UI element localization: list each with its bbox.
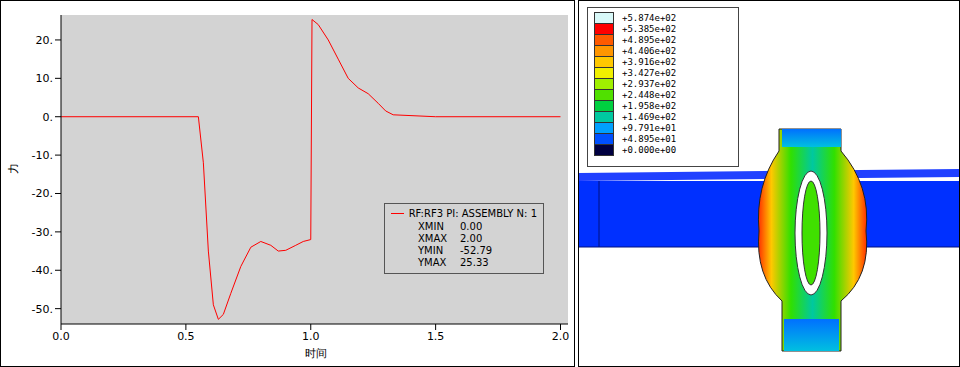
svg-text:-30.: -30.: [32, 226, 53, 239]
html-text:+1.469e+02: +1.469e+02: [622, 112, 677, 122]
html-text:+3.916e+02: +3.916e+02: [622, 57, 677, 67]
svg-text:1.0: 1.0: [302, 330, 320, 343]
html-text:0.00: 0.00: [460, 221, 483, 232]
svg-text:-20.: -20.: [32, 187, 53, 200]
html-text:+9.791e+01: +9.791e+01: [622, 123, 677, 133]
html-text:+4.895e+01: +4.895e+01: [622, 134, 677, 144]
html-text:+2.448e+02: +2.448e+02: [622, 90, 677, 100]
svg-text:2.0: 2.0: [552, 330, 570, 343]
svg-text:-40.: -40.: [32, 264, 53, 277]
html-text:+3.427e+02: +3.427e+02: [622, 68, 677, 78]
svg-text:0.: 0.: [43, 111, 54, 124]
html-text:2.00: 2.00: [460, 233, 483, 244]
html-text:+5.874e+02: +5.874e+02: [622, 13, 677, 23]
html-text:YMIN: YMIN: [418, 245, 444, 256]
html-text:+0.000e+00: +0.000e+00: [622, 145, 677, 155]
html-text:YMAX: YMAX: [418, 257, 447, 268]
svg-text:20.: 20.: [36, 34, 54, 47]
html-text:+5.385e+02: +5.385e+02: [622, 24, 677, 34]
svg-text:0.0: 0.0: [52, 330, 70, 343]
html-text:+4.406e+02: +4.406e+02: [622, 46, 677, 56]
html-text:25.33: 25.33: [460, 257, 489, 268]
svg-text:1.5: 1.5: [427, 330, 445, 343]
html-text:XMIN: XMIN: [418, 221, 444, 232]
svg-text:0.5: 0.5: [177, 330, 195, 343]
svg-text:10.: 10.: [36, 72, 54, 85]
html-text:-52.79: -52.79: [460, 245, 493, 256]
html-text:时间: 时间: [304, 347, 327, 360]
svg-text:-50.: -50.: [32, 303, 53, 316]
html-text:力: 力: [6, 162, 20, 174]
html-text:RF:RF3 PI: ASSEMBLY N: 1: RF:RF3 PI: ASSEMBLY N: 1: [408, 208, 537, 219]
html-text:+1.958e+02: +1.958e+02: [622, 101, 677, 111]
html-text:+2.937e+02: +2.937e+02: [622, 79, 677, 89]
svg-text:-10.: -10.: [32, 149, 53, 162]
html-text:+4.895e+02: +4.895e+02: [622, 35, 677, 45]
html-text:XMAX: XMAX: [418, 233, 448, 244]
